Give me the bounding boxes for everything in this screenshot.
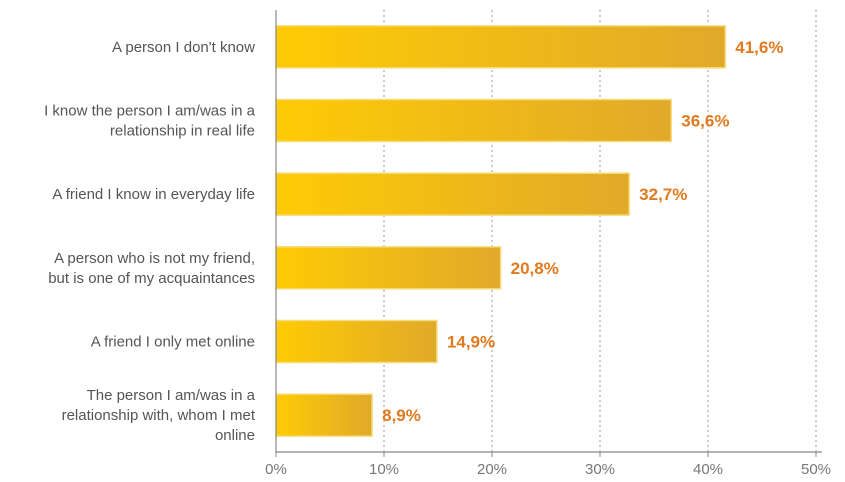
x-tick-label: 40% [693,461,723,478]
x-tick-label: 30% [585,461,615,478]
axes [275,10,822,457]
bar [275,246,502,290]
x-tick-label: 20% [477,461,507,478]
value-label: 20,8% [511,259,559,278]
value-label: 14,9% [447,333,495,352]
value-label: 32,7% [639,185,687,204]
bars-group [275,25,727,437]
value-label: 8,9% [382,406,421,425]
category-label: A friend I only met online [91,334,255,351]
bar [275,319,438,364]
labels-group: 0% 10% 20% 30% 40% 50% 41,6% A person I don't k… [44,38,831,478]
category-label: A person who is not my friend, but is one… [48,250,255,287]
category-label: A person I don't know [112,39,255,56]
bar [275,98,673,143]
category-label: A friend I know in everyday life [52,186,255,203]
value-label: 36,6% [681,112,729,131]
value-label: 41,6% [735,38,783,57]
x-tick-label: 0% [265,461,287,478]
x-tick-label: 10% [369,461,399,478]
bar [275,172,630,216]
category-label: The person I am/was in a relationship wit… [62,387,256,444]
bar [275,393,373,437]
grid-lines [383,10,817,452]
category-label: I know the person I am/was in a relations… [44,103,256,140]
x-tick-label: 50% [801,461,831,478]
bar [275,25,727,69]
